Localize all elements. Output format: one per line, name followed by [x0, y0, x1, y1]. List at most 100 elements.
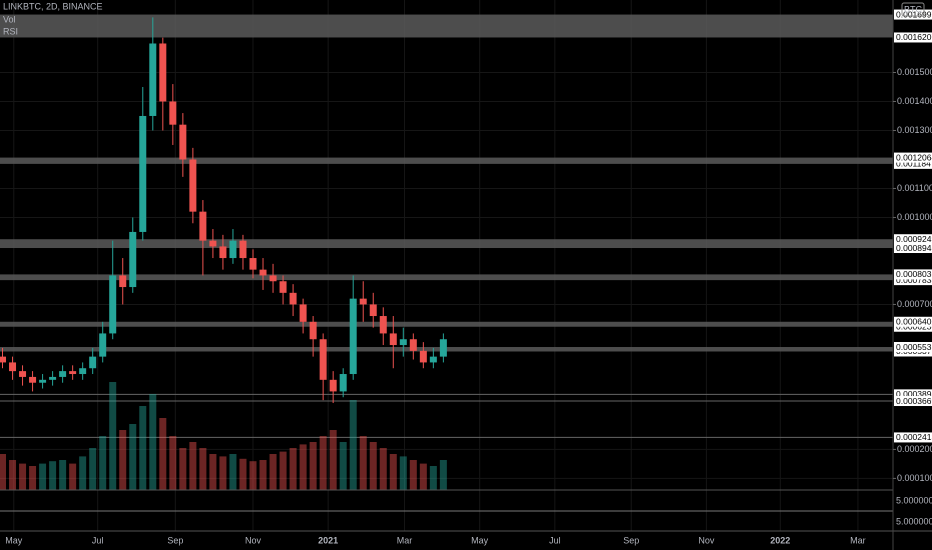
- candle-body: [179, 124, 187, 160]
- candle-body: [279, 281, 287, 293]
- volume-bar: [229, 454, 237, 490]
- candle-body: [9, 362, 17, 372]
- volume-bar: [399, 456, 407, 490]
- volume-bar: [179, 448, 187, 490]
- candle-body: [289, 292, 297, 305]
- candle-body: [49, 376, 57, 380]
- chart-title: LINKBTC, 2D, BINANCE: [3, 1, 103, 11]
- volume-bar: [389, 454, 397, 490]
- volume-bar: [249, 461, 257, 490]
- volume-bar: [219, 456, 227, 490]
- volume-bar: [129, 424, 137, 490]
- candle-body: [269, 275, 277, 282]
- y-tick-label: 0.00020000: [897, 444, 932, 454]
- price-label-box: [894, 9, 932, 20]
- price-label-box: [894, 275, 932, 286]
- price-label: 0.00038983: [896, 389, 932, 399]
- volume-bar: [429, 466, 437, 490]
- indicator-label: RSI: [3, 26, 18, 36]
- candle-body: [349, 298, 357, 375]
- candle-body: [219, 246, 227, 259]
- candle-body: [59, 371, 67, 377]
- volume-bar: [319, 436, 327, 490]
- currency-box[interactable]: [901, 2, 925, 17]
- price-label: 0.00169979: [896, 9, 932, 19]
- volume-bar: [309, 442, 317, 490]
- y-tick-label: 0.00010000: [897, 473, 932, 483]
- volume-bar: [259, 460, 267, 490]
- price-label: 0.00118479: [896, 159, 932, 169]
- candle-body: [149, 43, 157, 116]
- price-label-box: [894, 342, 932, 353]
- volume-bar: [409, 460, 417, 490]
- candle-body: [79, 368, 87, 375]
- price-label: 0.00120649: [896, 152, 932, 162]
- candle-body: [359, 298, 367, 305]
- price-label: 0.00064021: [896, 317, 932, 327]
- volume-bar: [189, 442, 197, 490]
- volume-bar: [239, 458, 247, 490]
- volume-bar: [209, 454, 217, 490]
- candle-body: [209, 240, 217, 247]
- volume-bar: [349, 400, 357, 490]
- price-label-box: [894, 243, 932, 254]
- volume-bar: [199, 448, 207, 490]
- volume-bar: [339, 442, 347, 490]
- y-tick-label: 0.00100000: [897, 212, 932, 222]
- x-tick-label: May: [5, 535, 23, 545]
- price-label: 0.00024131: [896, 432, 932, 442]
- volume-bar: [379, 448, 387, 490]
- candle-body: [329, 379, 337, 392]
- indicator-label: Vol: [3, 14, 16, 24]
- x-tick-label: May: [471, 535, 489, 545]
- volume: [0, 382, 447, 490]
- candle-body: [259, 269, 267, 276]
- x-tick-label: 2022: [770, 535, 790, 545]
- candle-body: [369, 304, 377, 317]
- volume-bar: [99, 436, 107, 490]
- price-label-box: [894, 269, 932, 280]
- price-label: 0.00078386: [896, 275, 932, 285]
- y-tick-label: 0.00110000: [897, 183, 932, 193]
- candle-body: [389, 333, 397, 346]
- y-tick-label: 0.00130000: [897, 125, 932, 135]
- price-label: 0.00089461: [896, 243, 932, 253]
- volume-bar: [59, 460, 67, 490]
- y-tick-label: 0.00070000: [897, 299, 932, 309]
- volume-bar: [269, 454, 277, 490]
- price-label-box: [894, 152, 932, 163]
- price-label: 0.00036691: [896, 396, 932, 406]
- volume-bar: [419, 463, 427, 490]
- volume-bar: [109, 382, 117, 490]
- candle-body: [199, 211, 207, 241]
- volume-bar: [119, 430, 127, 490]
- volume-bar: [89, 448, 97, 490]
- volume-bar: [39, 463, 47, 490]
- candle-body: [239, 240, 247, 259]
- x-tick-label: Mar: [397, 535, 413, 545]
- x-tick-label: Nov: [698, 535, 715, 545]
- candle-body: [229, 240, 237, 259]
- candle-body: [139, 115, 147, 232]
- candles: [0, 17, 447, 404]
- volume-bar: [359, 436, 367, 490]
- volume-bar: [159, 418, 167, 490]
- volume-bar: [79, 456, 87, 490]
- x-tick-label: 2021: [318, 535, 338, 545]
- volume-bar: [49, 461, 57, 490]
- volume-bar: [279, 451, 287, 490]
- candle-body: [399, 339, 407, 346]
- candle-body: [339, 374, 347, 392]
- price-label: 0.00080362: [896, 269, 932, 279]
- volume-bar: [329, 430, 337, 490]
- y-tick-label: 0.00140000: [897, 96, 932, 106]
- candle-body: [439, 339, 447, 357]
- candle-body: [19, 371, 27, 377]
- volume-bar: [439, 460, 447, 490]
- volume-bar: [369, 442, 377, 490]
- volume-bar: [169, 436, 177, 490]
- currency[interactable]: BTC: [904, 4, 923, 14]
- x-tick-label: Sep: [167, 535, 183, 545]
- x-tick-label: Sep: [623, 535, 639, 545]
- volume-bar: [69, 463, 77, 490]
